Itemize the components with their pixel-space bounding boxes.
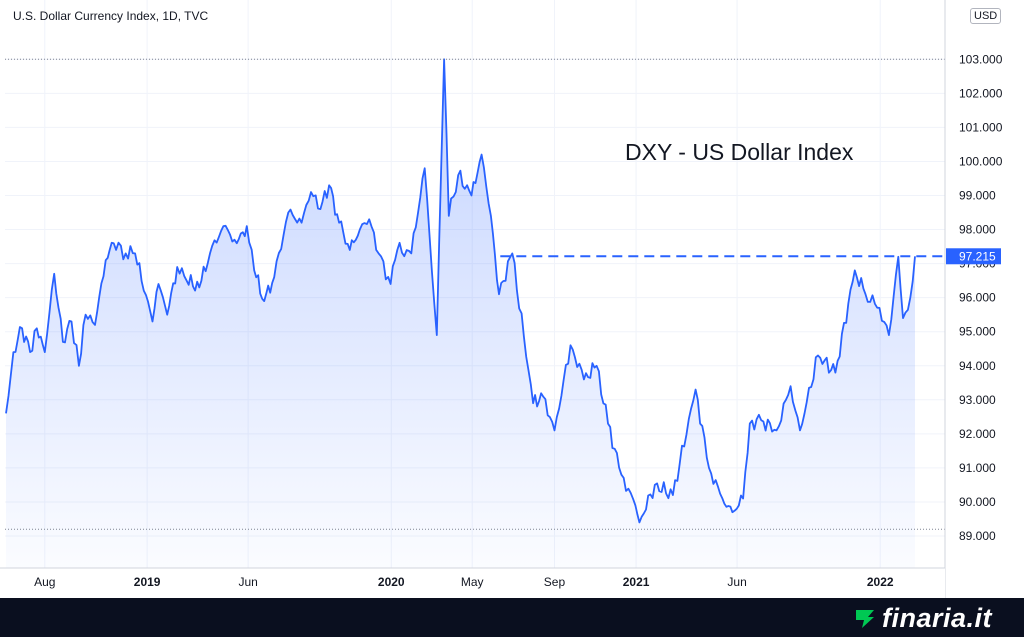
x-tick-label: May xyxy=(461,575,484,589)
chart-annotation: DXY - US Dollar Index xyxy=(625,139,854,165)
price-chart[interactable]: 89.000 90.000 91.000 92.000 93.000 94.000 95.0… xyxy=(0,0,1024,598)
brand-footer xyxy=(0,598,1024,637)
y-tick-label: 89.000 xyxy=(959,529,996,543)
y-tick-label: 99.000 xyxy=(959,189,996,203)
y-tick-label: 91.000 xyxy=(959,461,996,475)
symbol-header: U.S. Dollar Currency Index, 1D, TVC xyxy=(13,9,209,23)
x-tick-label: 2021 xyxy=(623,575,650,589)
x-tick-label: Jun xyxy=(727,575,746,589)
y-tick-label: 101.000 xyxy=(959,120,1003,134)
y-tick-label: 98.000 xyxy=(959,223,996,237)
y-tick-label: 94.000 xyxy=(959,359,996,373)
currency-badge[interactable]: USD xyxy=(970,8,1002,24)
y-tick-label: 96.000 xyxy=(959,291,996,305)
y-tick-label: 90.000 xyxy=(959,495,996,509)
y-tick-label: 92.000 xyxy=(959,427,996,441)
last-price-label-bg xyxy=(946,248,1001,265)
x-tick-label: 2022 xyxy=(867,575,894,589)
last-price-label: 97.215 xyxy=(959,249,996,263)
logo-mark-icon xyxy=(856,610,874,628)
x-tick-label: Aug xyxy=(34,575,55,589)
x-tick-label: Sep xyxy=(544,575,566,589)
y-tick-label: 103.000 xyxy=(959,52,1003,66)
brand-name: finaria.it xyxy=(882,602,993,633)
price-line xyxy=(5,58,916,524)
price-area-fill xyxy=(6,59,915,569)
x-axis-panel xyxy=(0,568,945,598)
x-tick-label: 2019 xyxy=(134,575,161,589)
y-tick-label: 95.000 xyxy=(959,325,996,339)
brand-logo: finaria.it xyxy=(854,603,992,633)
x-tick-label: 2020 xyxy=(378,575,405,589)
y-tick-label: 93.000 xyxy=(959,393,996,407)
x-tick-label: Jun xyxy=(238,575,257,589)
y-tick-label: 102.000 xyxy=(959,86,1003,100)
y-tick-label: 100.000 xyxy=(959,154,1003,168)
y-axis-panel xyxy=(945,0,1024,598)
